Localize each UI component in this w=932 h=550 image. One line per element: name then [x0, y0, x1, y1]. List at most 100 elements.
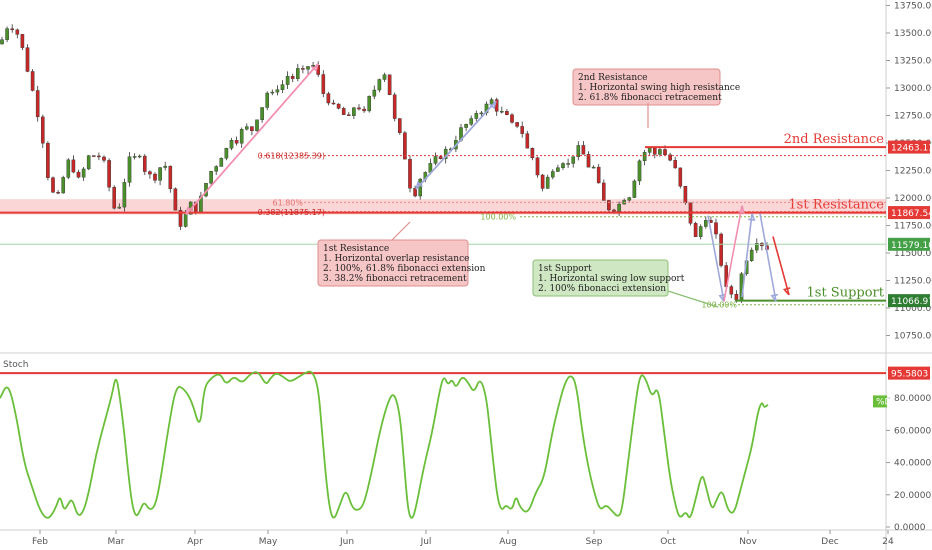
measure-arrow-down	[185, 63, 319, 216]
support1-tag: 11066.97	[891, 297, 932, 307]
candle-body	[576, 145, 581, 157]
fib-382-label: 0.382(11875.17)	[258, 208, 325, 217]
price-tick-label: 11000.00	[894, 304, 932, 314]
candle-body	[484, 103, 489, 114]
candle-body	[653, 147, 657, 155]
candle-body	[148, 171, 152, 175]
candle-body	[433, 156, 438, 164]
candle-body	[551, 171, 555, 178]
candle-body	[224, 148, 229, 159]
fib-100a-label: 100.00%	[480, 213, 516, 222]
note-sup1-line: 2. 100% fibonacci extension	[538, 284, 666, 294]
resistance2-tag-bg	[888, 140, 930, 154]
resistance1-label: 1st Resistance	[788, 198, 884, 213]
candle-body	[719, 233, 723, 266]
candle-body	[158, 167, 162, 181]
candle-body	[500, 111, 504, 113]
resistance2-tag: 12463.11	[891, 144, 932, 154]
candle-body	[387, 74, 392, 96]
price-tick-label: 12750.00	[894, 112, 932, 122]
price-tick-label: 13250.00	[894, 57, 932, 67]
candle-body	[566, 163, 570, 165]
price-tick-label: 12250.00	[894, 167, 932, 177]
current-price-tag-bg	[888, 237, 930, 251]
candle-body	[627, 197, 632, 201]
candle-body	[663, 149, 667, 156]
note-res2-line: 2nd Resistance	[578, 73, 648, 83]
candle-body	[127, 156, 132, 183]
candle-body	[607, 200, 611, 211]
candle-body	[357, 107, 361, 110]
candle-body	[382, 74, 387, 80]
time-tick-label: Aug	[499, 537, 517, 547]
candle-body	[377, 79, 382, 91]
note-res2-line: 1. Horizontal swing high resistance	[578, 83, 740, 93]
candle-body	[479, 112, 484, 115]
candle-body	[596, 166, 601, 184]
time-tick-label: May	[259, 537, 278, 547]
stoch-high-tag: 95.5803	[891, 370, 928, 380]
candle-body	[214, 166, 219, 172]
ext-arrow-pink	[723, 205, 743, 302]
candle-body	[51, 177, 55, 193]
candle-body	[61, 177, 65, 194]
candle-body	[296, 68, 300, 79]
time-tick-label: 24	[882, 537, 894, 547]
note-res1-line: 3. 38.2% fibonacci retracement	[323, 274, 467, 284]
price-tick-label: 11250.00	[894, 277, 932, 287]
candle-body	[678, 167, 683, 187]
candle-body	[5, 28, 9, 40]
candle-body	[260, 107, 264, 121]
support1-label: 1st Support	[807, 286, 885, 301]
candle-body	[102, 156, 106, 161]
candle-body	[540, 174, 545, 189]
time-tick-label: Jul	[420, 537, 432, 547]
ext-arrow-c	[759, 213, 777, 302]
stoch-d-line	[0, 370, 769, 519]
candle-body	[301, 68, 305, 70]
note-res1-line: 1. Horizontal overlap resistance	[323, 254, 469, 264]
candle-body	[632, 180, 637, 198]
candle-body	[647, 147, 652, 153]
candle-body	[234, 140, 239, 144]
candle-body	[35, 90, 40, 118]
candle-body	[168, 165, 173, 189]
candle-body	[545, 176, 550, 189]
candle-body	[321, 74, 326, 94]
candle-body	[178, 210, 183, 227]
price-tick-label: 11750.00	[894, 222, 932, 232]
candle-body	[25, 47, 30, 72]
candle-body	[403, 132, 407, 160]
stoch-tick-label: 80.0000	[894, 394, 931, 404]
candle-body	[41, 116, 45, 144]
time-tick-label: Feb	[32, 537, 48, 547]
ext-arrow-a	[707, 215, 725, 302]
candle-body	[250, 126, 254, 132]
fib-100b-label: 100.00%	[701, 301, 737, 310]
candle-body	[392, 94, 397, 119]
candle-body	[515, 122, 519, 127]
candle-body	[91, 155, 96, 157]
time-tick-label: Apr	[187, 537, 203, 547]
candle-body	[56, 192, 60, 194]
candle-body	[326, 93, 331, 104]
candle-body	[714, 222, 718, 235]
candle-body	[265, 92, 270, 108]
candle-body	[602, 182, 606, 201]
candle-body	[637, 160, 642, 182]
candle-body	[239, 129, 244, 144]
candle-body	[489, 99, 494, 105]
candle-body	[474, 113, 479, 119]
note-res2-box	[572, 68, 721, 106]
candle-body	[280, 84, 285, 90]
candle-body	[530, 148, 535, 159]
price-tick-label: 13750.00	[894, 2, 932, 12]
stoch-tick-label: 20.0000	[894, 491, 931, 501]
candle-body	[505, 111, 509, 115]
stoch-readout-bg	[873, 395, 887, 408]
candle-body	[0, 39, 4, 45]
candle-body	[30, 71, 35, 91]
candle-body	[617, 203, 621, 212]
